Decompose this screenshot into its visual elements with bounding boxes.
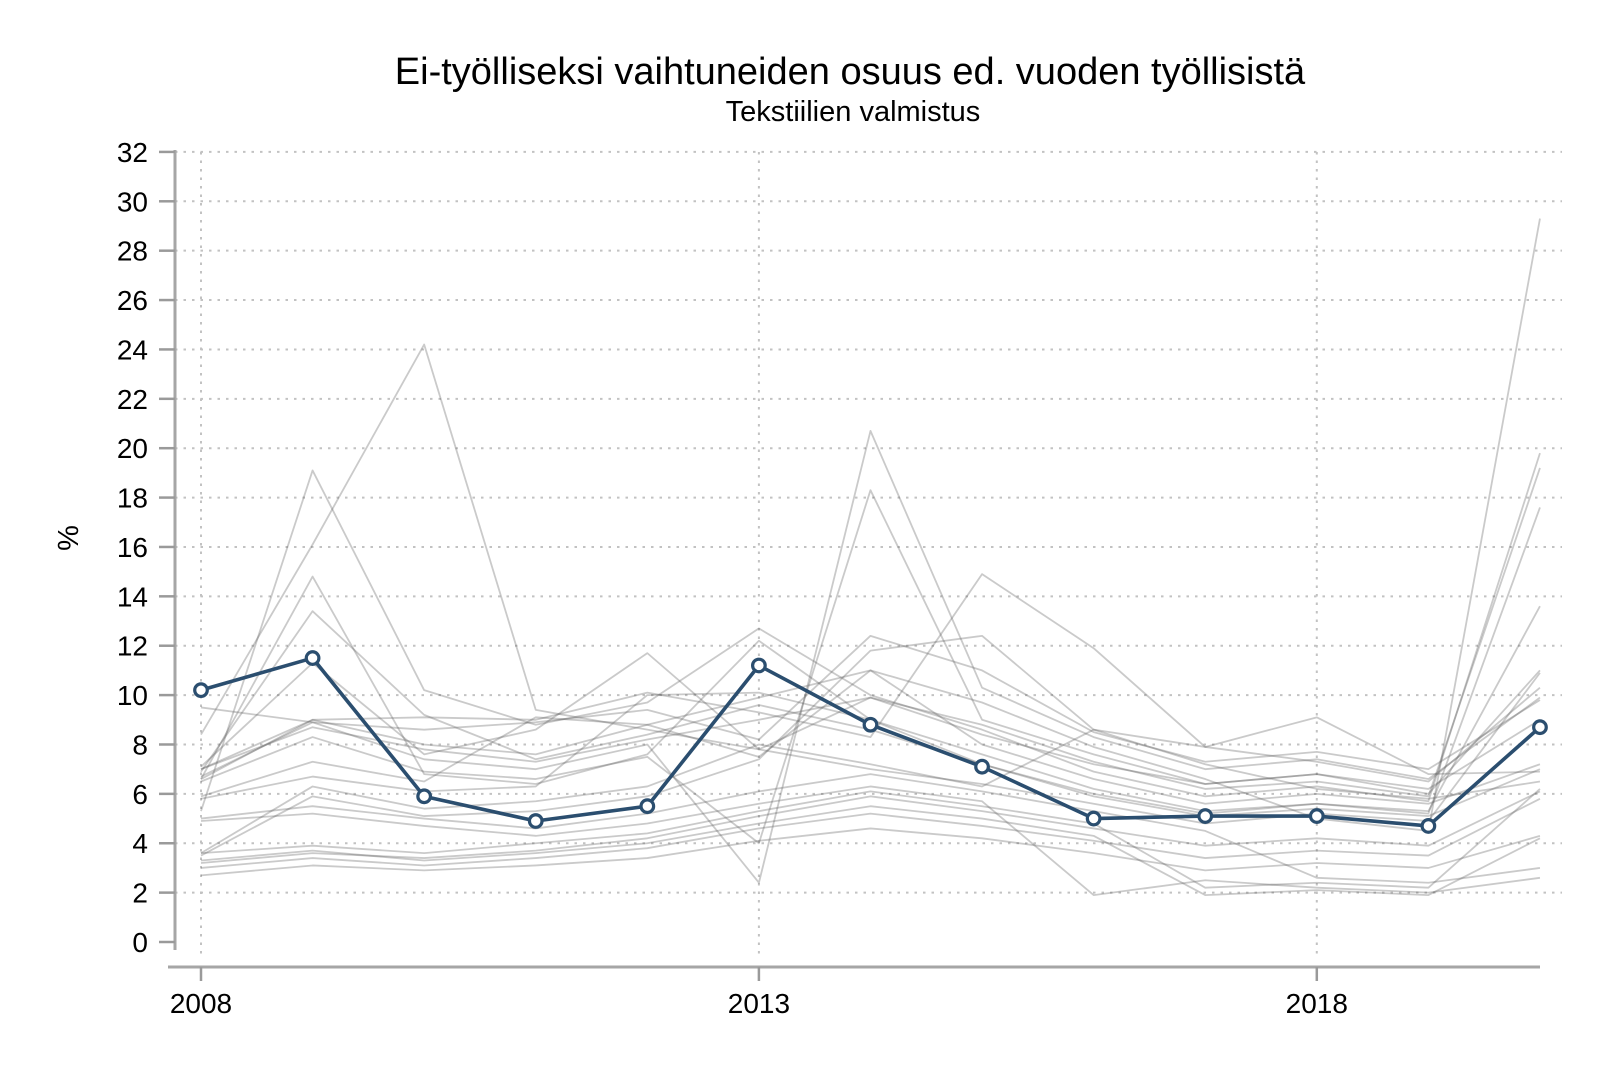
y-tick-label: 32 xyxy=(117,137,148,168)
chart-title: Ei-työlliseksi vaihtuneiden osuus ed. vu… xyxy=(395,51,1306,93)
background-series-line xyxy=(200,343,1541,795)
y-tick-label: 24 xyxy=(117,334,148,365)
y-tick-label: 26 xyxy=(117,285,148,316)
y-tick-label: 4 xyxy=(132,828,148,859)
data-point-marker xyxy=(639,798,656,815)
x-tick-label: 2008 xyxy=(170,988,232,1019)
data-point-marker xyxy=(1532,719,1548,736)
background-series-line xyxy=(200,805,1541,896)
background-series-line xyxy=(200,790,1541,864)
y-tick-label: 8 xyxy=(132,729,148,760)
background-series-line xyxy=(200,634,1541,771)
data-point-marker xyxy=(751,657,767,674)
y-tick-label: 10 xyxy=(117,680,148,711)
y-tick-label: 12 xyxy=(117,631,148,662)
y-tick-label: 0 xyxy=(132,927,148,958)
y-axis-label: % xyxy=(53,525,85,551)
y-tick-label: 16 xyxy=(117,532,148,563)
data-point-marker xyxy=(416,788,433,805)
axes xyxy=(159,150,1540,981)
data-point-marker xyxy=(304,650,321,666)
highlight-series-group xyxy=(193,650,1548,834)
y-tick-label: 20 xyxy=(117,433,148,464)
background-series-line xyxy=(200,652,1541,825)
y-tick-label: 2 xyxy=(132,878,148,909)
y-tick-label: 6 xyxy=(132,779,148,810)
y-tick-label: 30 xyxy=(117,186,148,217)
background-series-line xyxy=(200,489,1541,845)
background-series-line xyxy=(200,634,1541,857)
background-series-line xyxy=(200,797,1541,869)
background-series-line xyxy=(200,218,1541,832)
data-point-marker xyxy=(862,716,879,733)
y-tick-label: 28 xyxy=(117,236,148,267)
y-tick-label: 18 xyxy=(117,483,148,514)
background-series-line xyxy=(200,827,1541,877)
data-point-marker xyxy=(527,813,544,829)
highlight-series-line xyxy=(200,656,1542,828)
background-series-line xyxy=(200,467,1541,798)
background-series-line xyxy=(200,605,1541,815)
background-series-line xyxy=(200,788,1541,889)
background-series-line xyxy=(200,669,1541,805)
background-series-group xyxy=(200,218,1541,896)
background-series-line xyxy=(200,452,1541,812)
background-series-line xyxy=(200,691,1541,817)
background-series-line xyxy=(200,773,1541,884)
chart-subtitle: Tekstiilien valmistus xyxy=(726,96,981,128)
background-series-line xyxy=(200,716,1540,854)
data-point-marker xyxy=(974,758,990,775)
data-point-marker xyxy=(1085,810,1102,827)
background-series-line xyxy=(200,573,1541,783)
data-point-marker xyxy=(1197,808,1214,824)
data-point-marker xyxy=(1308,808,1325,824)
data-point-marker xyxy=(193,682,209,699)
x-tick-label: 2018 xyxy=(1286,988,1348,1019)
data-point-marker xyxy=(1420,818,1437,834)
background-series-line xyxy=(200,785,1541,896)
y-tick-label: 14 xyxy=(117,581,148,612)
background-series-line xyxy=(200,430,1541,884)
gridlines xyxy=(175,150,1562,958)
y-tick-label: 22 xyxy=(117,384,148,415)
x-tick-label: 2013 xyxy=(728,988,790,1019)
